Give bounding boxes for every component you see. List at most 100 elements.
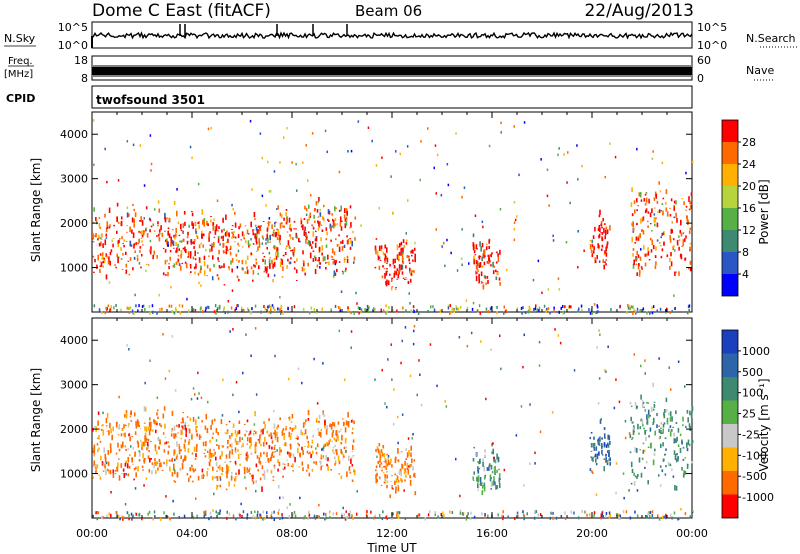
velocity-cell [132,463,134,466]
nave-tick-top: 60 [697,54,711,67]
power-cell [267,237,269,244]
velocity-cell [251,478,254,482]
power-echo [167,244,169,247]
power-echo [111,239,113,243]
power-ground-echo [144,308,146,311]
power-cell [143,230,145,236]
velocity-cell [483,466,486,472]
velocity-cell [686,442,688,448]
velocity-cell [256,455,259,459]
velocity-echo [523,484,525,487]
power-cell [670,198,673,202]
velocity-cell [201,468,204,473]
power-cell [655,246,657,251]
velocity-cell [215,461,218,467]
velocity-echo [134,487,137,490]
velocity-ground-echo [608,516,611,519]
power-cell [141,220,144,226]
power-ground-echo [194,309,197,312]
velocity-cell [231,449,234,455]
velocity-cell [289,427,292,430]
velocity-colorbar-tick-label: 500 [742,366,763,379]
velocity-echo [401,339,403,343]
velocity-cell [191,464,193,468]
power-cell [321,215,324,220]
velocity-cell [226,431,229,435]
freq-tick-top: 18 [74,54,88,67]
velocity-cell [324,425,326,429]
power-echo [353,261,355,264]
power-cell [121,269,124,271]
velocity-cell [215,456,217,461]
velocity-ground-echo [522,510,524,514]
velocity-cell [397,448,399,454]
power-cell [475,260,478,265]
velocity-cell [629,451,632,454]
power-cell [411,254,413,257]
power-cell [138,238,140,243]
velocity-echo [254,510,256,513]
power-ground-echo [595,311,597,314]
power-echo [567,151,569,154]
power-echo [269,190,272,193]
velocity-cell [178,424,180,428]
power-cell [208,236,210,242]
velocity-cell [494,465,496,472]
power-cell [274,246,276,249]
power-cell [145,206,148,210]
velocity-cell [100,428,103,431]
cpid-strip-frame [91,85,693,109]
power-cell [153,230,156,232]
velocity-cell [642,423,644,427]
velocity-cell [682,458,685,461]
velocity-ground-echo [239,513,241,517]
velocity-cell [301,446,303,451]
power-cell [283,254,285,257]
power-echo [149,134,152,137]
power-cell [315,230,317,233]
velocity-ground-echo [593,514,595,517]
power-echo [598,260,601,263]
power-cell [279,212,282,217]
velocity-ground-echo [121,515,123,519]
power-cell [245,260,247,265]
power-cell [333,260,336,263]
velocity-cell [197,475,200,481]
power-echo [435,192,437,195]
power-cell [211,246,213,252]
power-cell [138,239,140,241]
power-cell [411,269,413,272]
velocity-cell [302,467,304,472]
velocity-cell [92,451,94,453]
velocity-ground-echo [293,511,296,514]
power-cell [108,256,110,263]
power-echo [261,156,263,160]
velocity-cell [340,442,343,445]
power-ground-echo [529,307,531,311]
velocity-cell [663,409,666,414]
power-echo [477,269,479,272]
velocity-echo [197,416,200,419]
velocity-cell [120,444,123,449]
power-cell [317,216,320,218]
power-echo [319,208,321,212]
velocity-echo [301,381,303,385]
power-cell [263,270,266,273]
velocity-cell [646,414,648,420]
velocity-echo [598,377,601,380]
velocity-cell [98,447,100,451]
power-cell [330,226,332,231]
velocity-echo [420,403,423,407]
velocity-colorbar-tick-label: 1000 [742,345,770,358]
power-ground-echo [272,306,275,310]
velocity-cell [477,475,480,482]
power-cell [168,217,171,223]
velocity-cell [382,445,385,449]
velocity-cell [137,466,139,472]
velocity-echo [374,378,376,381]
velocity-ground-echo [138,513,140,517]
velocity-cell [386,471,388,473]
power-ground-echo [367,310,369,314]
power-cell [589,240,592,242]
velocity-cell [312,434,314,438]
